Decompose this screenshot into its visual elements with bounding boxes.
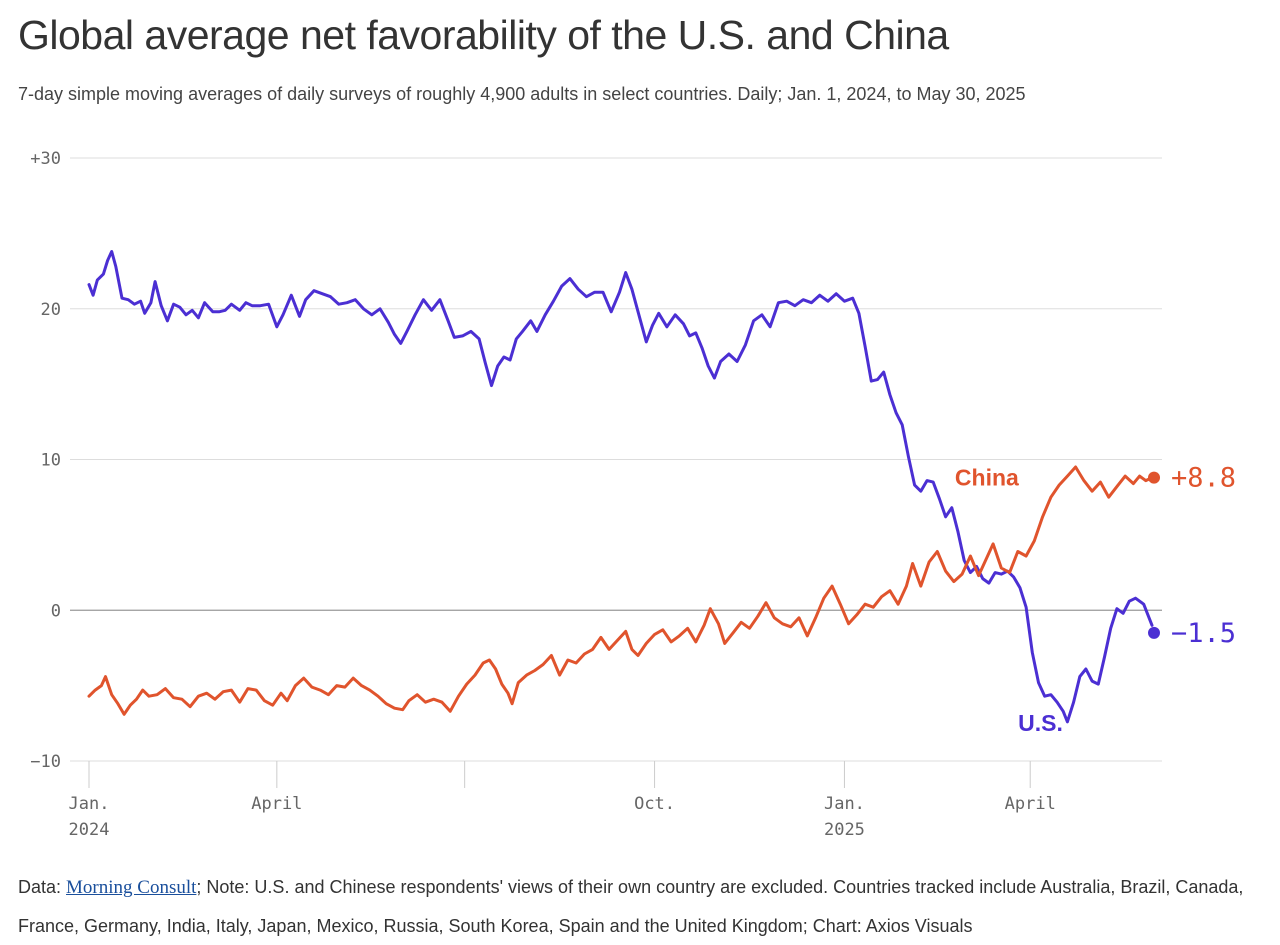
series-lines bbox=[87, 250, 1154, 724]
y-tick-label: 10 bbox=[41, 451, 61, 471]
y-axis: +30 20 10 0 −10 bbox=[30, 149, 61, 772]
end-dot-china bbox=[1148, 471, 1160, 484]
series-labels: −1.5 +8.8 U.S. China bbox=[955, 463, 1236, 736]
y-tick-label: 0 bbox=[51, 601, 61, 621]
series-name-us: U.S. bbox=[1018, 710, 1063, 736]
x-axis: Jan. 2024 April Oct. Jan. 2025 April bbox=[69, 761, 1056, 840]
series-name-china: China bbox=[955, 465, 1019, 491]
series-line-china bbox=[87, 465, 1154, 716]
y-tick-label: +30 bbox=[30, 149, 61, 169]
footnote-prefix: Data: bbox=[18, 877, 67, 897]
line-chart: +30 20 10 0 −10 Jan. 2024 April Oct. Jan. 2025 Apr… bbox=[30, 149, 1236, 840]
x-tick-sublabel: 2025 bbox=[824, 820, 865, 840]
chart-subtitle: 7-day simple moving averages of daily su… bbox=[18, 84, 1026, 104]
chart-title: Global average net favorability of the U… bbox=[18, 12, 949, 58]
footnote-text: ; Note: U.S. and Chinese respondents' vi… bbox=[18, 877, 1244, 936]
x-tick-label: April bbox=[1005, 794, 1056, 814]
x-tick-label: Jan. bbox=[69, 794, 110, 814]
source-link[interactable]: Morning Consult bbox=[66, 877, 197, 898]
series-line-us bbox=[87, 250, 1154, 724]
end-label-us: −1.5 bbox=[1171, 618, 1236, 649]
x-tick-sublabel: 2024 bbox=[69, 820, 110, 840]
x-tick-label: April bbox=[251, 794, 302, 814]
end-dot-us bbox=[1148, 626, 1160, 639]
x-tick-label: Jan. bbox=[824, 794, 865, 814]
y-tick-label: −10 bbox=[30, 752, 61, 772]
grid-lines bbox=[70, 157, 1162, 762]
x-tick-label: Oct. bbox=[634, 794, 675, 814]
y-tick-label: 20 bbox=[41, 300, 61, 320]
end-label-china: +8.8 bbox=[1171, 463, 1236, 494]
footnote: Data: Morning Consult; Note: U.S. and Ch… bbox=[18, 868, 1278, 945]
